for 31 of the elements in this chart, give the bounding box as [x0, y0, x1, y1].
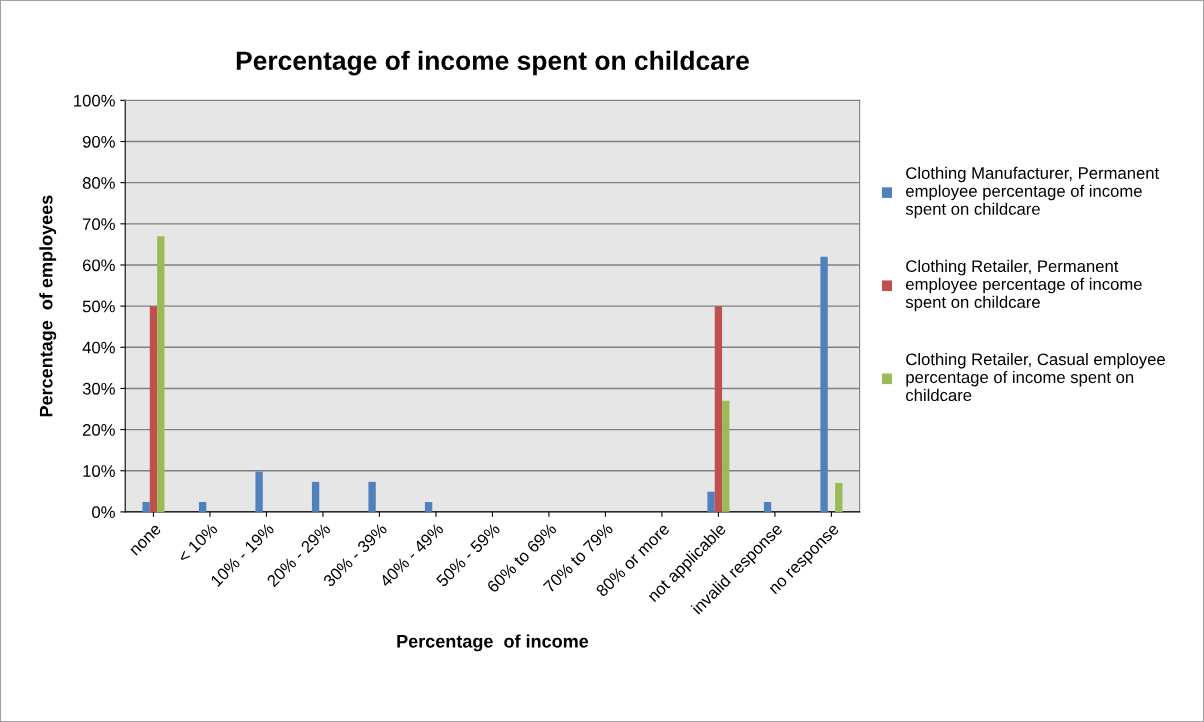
- y-tick-label: 30%: [82, 382, 115, 395]
- bar: [820, 256, 828, 512]
- y-tick-label: 90%: [82, 135, 115, 148]
- legend-label: Clothing Retailer, Casual employee percentage of income spent on childcare: [906, 352, 1165, 402]
- bar: [707, 491, 715, 512]
- y-tick-label: 40%: [82, 341, 115, 354]
- bar: [722, 400, 730, 512]
- y-axis-title: Percentage of employees: [39, 195, 57, 417]
- bar: [714, 306, 723, 512]
- bar: [311, 481, 320, 512]
- x-axis-title: Percentage of income: [397, 634, 589, 652]
- bar: [157, 236, 165, 512]
- bar: [368, 481, 376, 512]
- bar: [835, 483, 843, 512]
- bar: [763, 502, 772, 512]
- y-tick-label: 10%: [83, 465, 115, 477]
- bar: [198, 502, 207, 512]
- legend-label: Clothing Manufacturer, Permanent employee percentage of income spent on childcare: [905, 166, 1160, 219]
- bar: [149, 306, 158, 512]
- bar: [424, 502, 433, 512]
- bar: [142, 502, 150, 512]
- y-tick-label: 100%: [74, 94, 115, 107]
- y-tick-label: 70%: [82, 218, 115, 231]
- legend-label: Clothing Retailer, Permanent employee percentage of income spent on childcare: [905, 259, 1142, 312]
- y-tick-label: 0%: [92, 506, 115, 519]
- y-tick-label: 60%: [82, 259, 115, 272]
- y-tick-label: 50%: [82, 300, 115, 313]
- y-tick-label: 80%: [82, 177, 115, 189]
- bar: [255, 471, 263, 512]
- y-tick-label: 20%: [82, 423, 115, 436]
- chart-title: Percentage of income spent on childcare: [236, 50, 749, 76]
